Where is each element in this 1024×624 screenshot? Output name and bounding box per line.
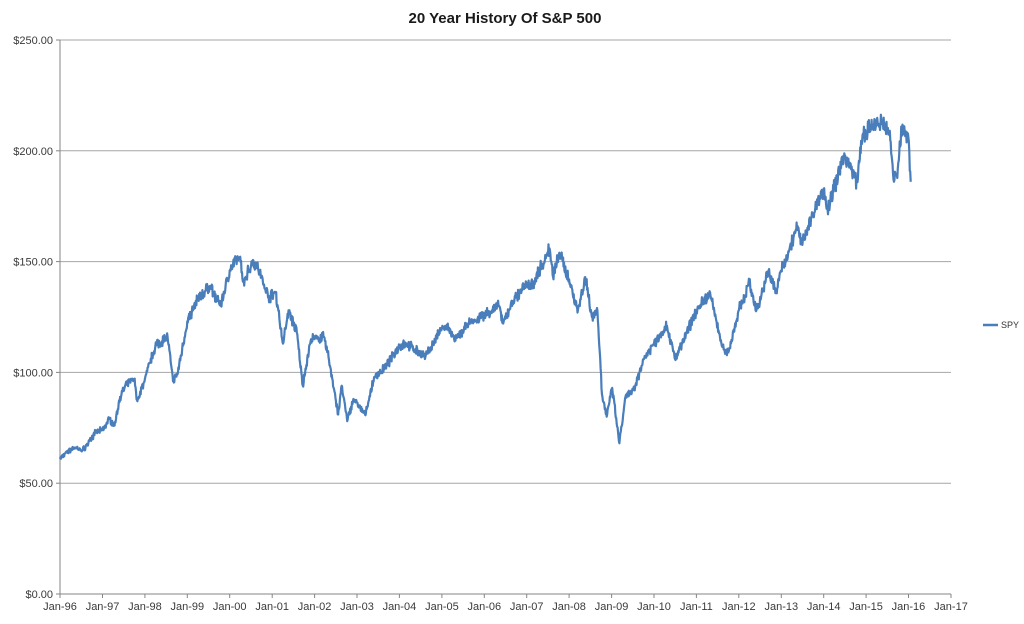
x-tick-label: Jan-11 <box>680 601 713 613</box>
x-tick-label: Jan-13 <box>764 601 798 613</box>
x-tick-label: Jan-00 <box>213 601 247 613</box>
x-tick-label: Jan-01 <box>255 601 289 613</box>
y-tick-label: $0.00 <box>25 589 53 601</box>
chart-title: 20 Year History Of S&P 500 <box>409 10 602 27</box>
x-tick-label: Jan-06 <box>467 601 501 613</box>
x-tick-label: Jan-97 <box>86 601 120 613</box>
x-tick-label: Jan-98 <box>128 601 162 613</box>
x-tick-label: Jan-09 <box>595 601 629 613</box>
x-tick-label: Jan-07 <box>510 601 544 613</box>
x-tick-label: Jan-99 <box>170 601 204 613</box>
x-tick-label: Jan-02 <box>298 601 332 613</box>
x-tick-label: Jan-08 <box>552 601 586 613</box>
x-tick-label: Jan-03 <box>340 601 374 613</box>
x-tick-label: Jan-12 <box>722 601 756 613</box>
y-tick-label: $200.00 <box>13 146 53 158</box>
x-tick-label: Jan-17 <box>934 601 968 613</box>
x-tick-label: Jan-04 <box>383 601 417 613</box>
series-layer <box>58 113 912 460</box>
x-tick-label: Jan-15 <box>849 601 883 613</box>
x-tick-label: Jan-16 <box>892 601 926 613</box>
x-tick-label: Jan-10 <box>637 601 671 613</box>
y-tick-label: $50.00 <box>19 478 53 490</box>
x-tick-label: Jan-96 <box>43 601 77 613</box>
axes: $0.00 $50.00 $100.00 $150.00 $200.00 $250.00 J… <box>13 35 968 613</box>
legend-label-spy: SPY <box>1001 320 1019 330</box>
y-tick-label: $250.00 <box>13 35 53 47</box>
x-tick-label: Jan-05 <box>425 601 459 613</box>
y-tick-label: $100.00 <box>13 367 53 379</box>
y-tick-label: $150.00 <box>13 257 53 269</box>
gridlines <box>60 39 951 484</box>
legend: SPY <box>983 320 1019 330</box>
series-line-spy <box>58 113 912 460</box>
x-tick-label: Jan-14 <box>807 601 841 613</box>
